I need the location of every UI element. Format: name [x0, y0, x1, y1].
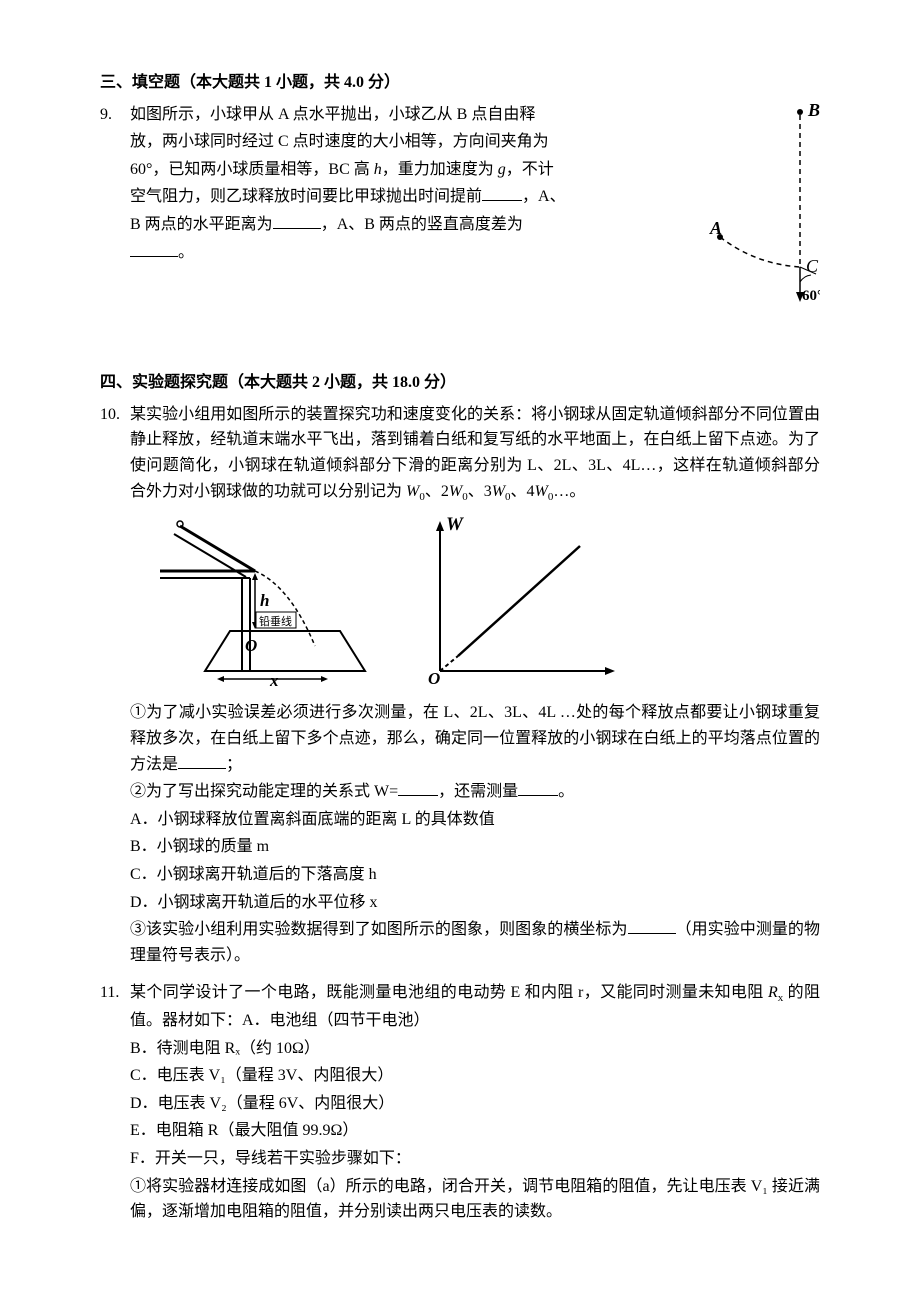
p11-optD: D．电压表 V₂（量程 6V、内阻很大） [130, 1091, 820, 1117]
fig-10a-svg: h 铅垂线 O x [160, 516, 370, 686]
blank-6 [518, 780, 558, 796]
p10-p1d: 、4 [511, 483, 535, 500]
problem-10-body: 某实验小组用如图所示的装置探究功和速度变化的关系：将小钢球从固定轨道倾斜部分不同… [130, 402, 820, 971]
p9-g: g [498, 161, 506, 178]
problem-11-body: 某个同学设计了一个电路，既能测量电池组的电动势 E 和内阻 r，又能同时测量未知… [130, 980, 820, 1227]
p9-l5b: ，A、B 两点的竖直高度差为 [321, 216, 523, 233]
problem-10: 10. 某实验小组用如图所示的装置探究功和速度变化的关系：将小钢球从固定轨道倾斜… [100, 402, 820, 971]
svg-text:x: x [269, 671, 279, 686]
figure-10-row: h 铅垂线 O x W [160, 516, 820, 686]
svg-text:O: O [428, 669, 440, 686]
p11-optF: F．开关一只，导线若干实验步骤如下： [130, 1146, 820, 1172]
p10-p1c: 、3 [468, 483, 492, 500]
p10-w1: W [406, 483, 419, 500]
svg-text:B: B [807, 102, 820, 120]
blank-3 [130, 241, 178, 257]
p10-p1b: 、2 [425, 483, 449, 500]
p11-Rx: R [768, 984, 778, 1001]
p9-l3c: ，不计 [506, 161, 554, 178]
section-4-title: 四、实验题探究题（本大题共 2 小题，共 18.0 分） [100, 370, 820, 396]
p9-l3b: ，重力加速度为 [382, 161, 498, 178]
p10-optA: A．小钢球释放位置离斜面底端的距离 L 的具体数值 [130, 807, 820, 833]
figure-9: B A C 60° [700, 102, 820, 311]
p9-l4b: ，A、 [522, 188, 566, 205]
p11-optE: E．电阻箱 R（最大阻值 99.9Ω） [130, 1118, 820, 1144]
problem-9: 9. B A C [100, 102, 820, 311]
p10-q2a: ②为了写出探究动能定理的关系式 W= [130, 783, 398, 800]
p10-q2c: 。 [558, 783, 574, 800]
p11-step1: ①将实验器材连接成如图（a）所示的电路，闭合开关，调节电阻箱的阻值，先让电压表 … [130, 1174, 820, 1225]
svg-text:铅垂线: 铅垂线 [259, 614, 292, 628]
p10-w4: W [535, 483, 548, 500]
blank-2 [273, 213, 321, 229]
p10-w2: W [449, 483, 462, 500]
problem-9-body: B A C 60° 如图所示，小球甲从 A 点水平抛出，小球乙从 B [130, 102, 820, 311]
svg-text:h: h [260, 591, 269, 610]
p9-l4a: 空气阻力，则乙球释放时间要比甲球抛出时间提前 [130, 188, 482, 205]
p9-h: h [374, 161, 382, 178]
p9-l1: 如图所示，小球甲从 A 点水平抛出，小球乙从 B 点自由释 [130, 106, 535, 123]
problem-11-number: 11. [100, 980, 130, 1227]
blank-4 [178, 753, 226, 769]
fig-9-svg: B A C 60° [700, 102, 820, 302]
svg-text:A: A [709, 218, 722, 238]
p11-p1a: 某个同学设计了一个电路，既能测量电池组的电动势 E 和内阻 r，又能同时测量未知… [130, 984, 768, 1001]
p11-optB: B．待测电阻 Rₓ（约 10Ω） [130, 1036, 820, 1062]
problem-10-number: 10. [100, 402, 130, 971]
svg-text:W: W [446, 516, 464, 535]
p9-l2: 放，两小球同时经过 C 点时速度的大小相等，方向间夹角为 [130, 133, 549, 150]
p10-optD: D．小钢球离开轨道后的水平位移 x [130, 890, 820, 916]
blank-5 [398, 780, 438, 796]
blank-1 [482, 185, 522, 201]
p10-q1b: ； [226, 756, 242, 773]
problem-11: 11. 某个同学设计了一个电路，既能测量电池组的电动势 E 和内阻 r，又能同时… [100, 980, 820, 1227]
svg-text:O: O [245, 636, 257, 655]
p10-w3: W [492, 483, 505, 500]
p10-optB: B．小钢球的质量 m [130, 834, 820, 860]
fig-10b-svg: W O [410, 516, 620, 686]
p9-l3a: 60°，已知两小球质量相等，BC 高 [130, 161, 374, 178]
section-3-title: 三、填空题（本大题共 1 小题，共 4.0 分） [100, 70, 820, 96]
p10-optC: C．小钢球离开轨道后的下落高度 h [130, 862, 820, 888]
p9-l5a: B 两点的水平距离为 [130, 216, 273, 233]
svg-text:60°: 60° [802, 288, 820, 302]
p10-q3a: ③该实验小组利用实验数据得到了如图所示的图象，则图象的横坐标为 [130, 921, 628, 938]
p9-l6: 。 [178, 244, 194, 261]
p11-optC: C．电压表 V₁（量程 3V、内阻很大） [130, 1063, 820, 1089]
problem-9-number: 9. [100, 102, 130, 311]
p10-q2b: ，还需测量 [438, 783, 518, 800]
blank-7 [628, 918, 676, 934]
p10-p1e: …。 [553, 483, 585, 500]
